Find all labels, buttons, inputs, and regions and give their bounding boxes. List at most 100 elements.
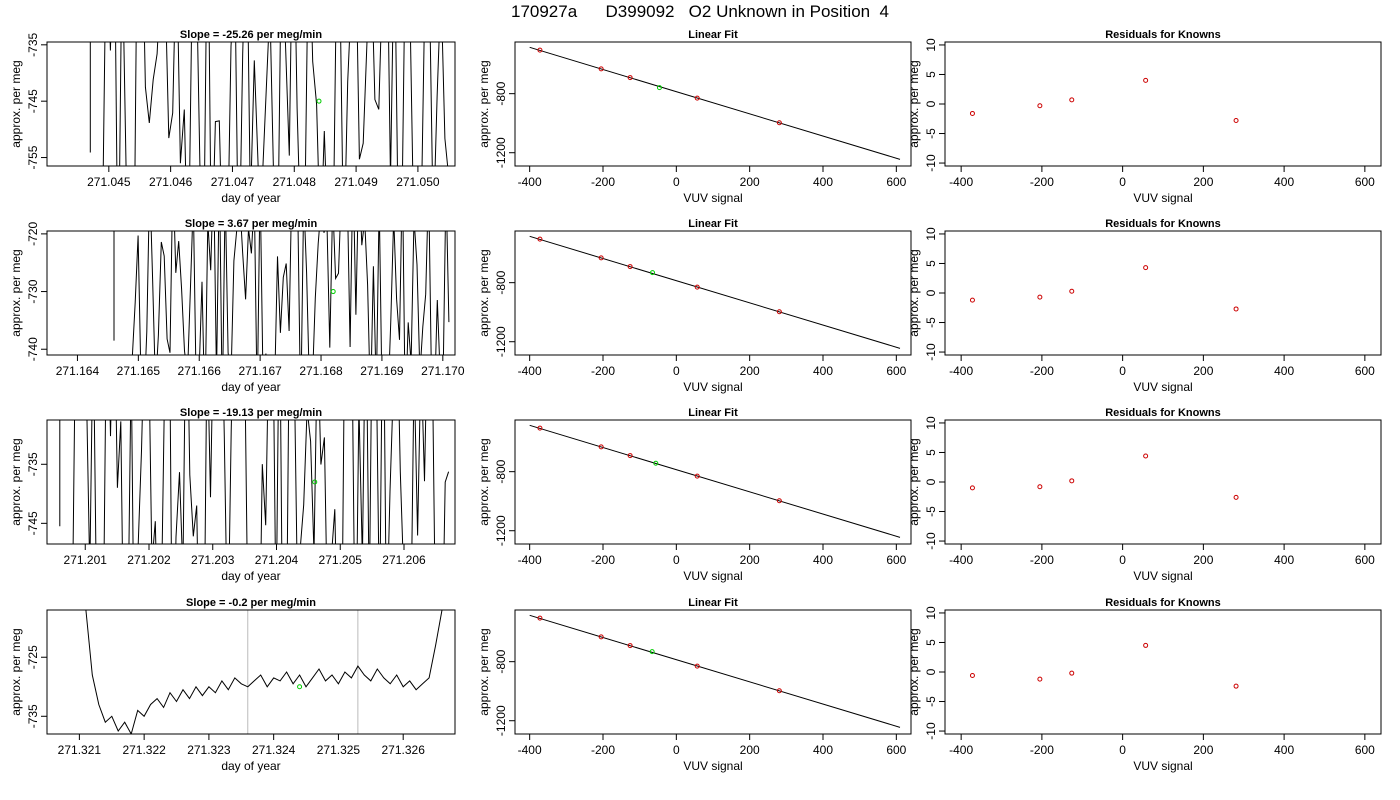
known-point: [969, 673, 975, 679]
x-tick-label: -200: [1030, 175, 1054, 189]
x-tick-label: -400: [949, 553, 973, 567]
x-tick-label: 271.324: [252, 743, 296, 757]
x-tick-label: 200: [1193, 553, 1213, 567]
x-tick-label: 271.048: [273, 175, 317, 189]
y-tick-label: -730: [26, 279, 40, 303]
chart-panel: Residuals for Knowns -400 -200 0 200 400 600 VU…: [907, 407, 1382, 583]
x-tick-label: 400: [813, 364, 833, 378]
known-point: [537, 47, 543, 53]
y-tick-label: 0: [924, 668, 938, 675]
x-tick-label: 0: [1119, 175, 1126, 189]
plot-frame: [46, 609, 456, 735]
known-point: [598, 444, 604, 450]
x-tick-label: 271.325: [317, 743, 361, 757]
fit-line: [529, 614, 901, 728]
x-tick-label: -200: [1030, 553, 1054, 567]
known-point: [627, 643, 633, 649]
x-tick-label: 0: [1119, 364, 1126, 378]
known-point: [969, 110, 975, 116]
y-tick-label: 5: [924, 260, 938, 267]
x-axis-label: day of year: [221, 380, 280, 394]
x-tick-label: 0: [673, 364, 680, 378]
x-axis-label: VUV signal: [1133, 569, 1192, 583]
x-tick-label: 200: [1193, 743, 1213, 757]
y-tick-label: -745: [26, 89, 40, 113]
x-tick-label: 400: [1274, 553, 1294, 567]
data-line: [85, 610, 443, 734]
x-tick-label: 271.205: [319, 553, 363, 567]
panel-title: Residuals for Knowns: [1105, 218, 1221, 230]
x-tick-label: 271.168: [299, 364, 343, 378]
y-tick-label: 10: [924, 227, 938, 241]
x-tick-label: 271.322: [122, 743, 166, 757]
unknown-point: [650, 270, 655, 276]
y-tick-label: -735: [26, 452, 40, 476]
plot-frame: [944, 609, 1382, 735]
x-tick-label: 400: [1274, 743, 1294, 757]
x-tick-label: -200: [591, 743, 615, 757]
panel-title: Residuals for Knowns: [1105, 29, 1221, 41]
y-tick-label: 0: [924, 100, 938, 107]
x-axis-label: VUV signal: [1133, 759, 1192, 773]
x-tick-label: 600: [1355, 364, 1375, 378]
chart-panel: Slope = 3.67 per meg/min 271.164 271.165 27…: [9, 218, 465, 394]
x-tick-label: -400: [949, 743, 973, 757]
panel-title: Residuals for Knowns: [1105, 407, 1221, 419]
x-tick-label: 200: [740, 743, 760, 757]
plot-area: [529, 424, 901, 538]
y-tick-label: -5: [924, 128, 938, 139]
x-tick-label: 200: [740, 553, 760, 567]
x-tick-label: 271.047: [211, 175, 255, 189]
x-tick-label: 271.050: [396, 175, 440, 189]
known-point: [1069, 670, 1075, 676]
plot-area: [529, 614, 901, 728]
y-tick-label: 10: [924, 416, 938, 430]
x-tick-label: -200: [1030, 364, 1054, 378]
x-axis-label: VUV signal: [1133, 380, 1192, 394]
plot-frame: [46, 419, 456, 545]
plot-area: [85, 610, 443, 734]
y-tick-label: 0: [924, 478, 938, 485]
y-axis-label: approx. per meg: [477, 628, 491, 715]
y-tick-label: -800: [494, 649, 508, 673]
x-tick-label: 271.045: [87, 175, 131, 189]
x-tick-label: -200: [591, 175, 615, 189]
x-tick-label: 271.206: [382, 553, 426, 567]
y-tick-label: 10: [924, 606, 938, 620]
data-trace: [102, 42, 449, 166]
plot-area: [969, 453, 1239, 500]
fit-line: [529, 235, 901, 349]
known-point: [694, 284, 700, 290]
main-title: 170927a D399092 O2 Unknown in Position 4: [510, 2, 890, 21]
y-tick-label: -10: [924, 154, 938, 172]
y-axis-label: approx. per meg: [9, 438, 23, 525]
fit-line: [529, 46, 901, 160]
y-tick-label: -10: [924, 722, 938, 740]
x-tick-label: 271.204: [255, 553, 299, 567]
y-tick-label: 5: [924, 449, 938, 456]
y-tick-label: -725: [26, 645, 40, 669]
known-point: [627, 264, 633, 270]
known-point: [776, 120, 782, 126]
x-tick-label: 271.046: [149, 175, 193, 189]
known-point: [1069, 478, 1075, 484]
y-axis-label: approx. per meg: [477, 249, 491, 336]
y-tick-label: -10: [924, 532, 938, 550]
known-point: [1233, 118, 1239, 124]
known-point: [1037, 676, 1043, 682]
known-point: [537, 236, 543, 242]
plot-frame: [514, 419, 912, 545]
plot-frame: [944, 41, 1382, 167]
plot-area: [529, 46, 901, 160]
known-point: [627, 453, 633, 459]
panel-title: Linear Fit: [688, 407, 738, 419]
known-point: [776, 688, 782, 694]
known-point: [1143, 265, 1149, 271]
x-tick-label: -400: [518, 743, 542, 757]
y-tick-label: -1200: [494, 326, 508, 357]
chart-panel: Linear Fit -400 -200 0 200 400 600 VUV signal -8…: [477, 597, 912, 773]
x-tick-label: 600: [886, 553, 906, 567]
x-tick-label: 271.326: [381, 743, 425, 757]
known-point: [598, 634, 604, 640]
x-tick-label: -200: [591, 364, 615, 378]
